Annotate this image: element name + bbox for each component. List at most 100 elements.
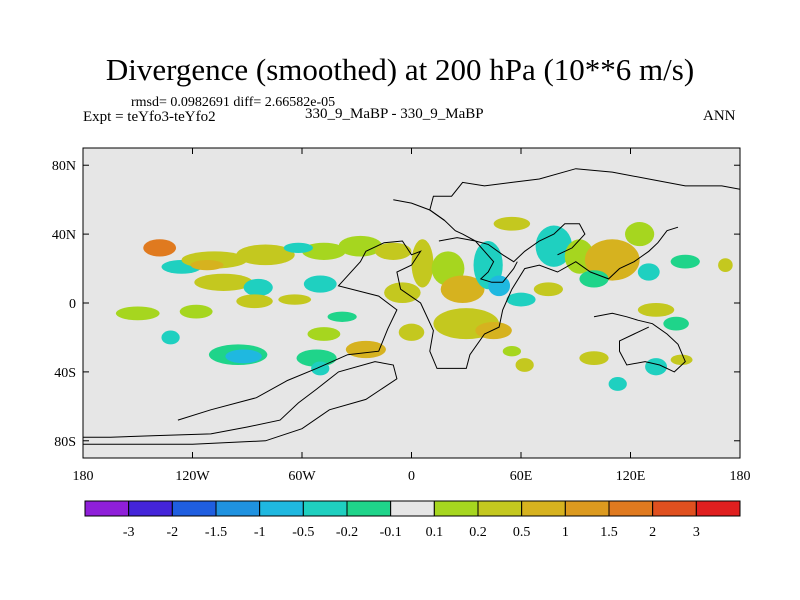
divergence-blob-25 — [411, 239, 434, 288]
divergence-blob-19 — [225, 349, 262, 364]
divergence-blob-44 — [718, 258, 733, 272]
divergence-blob-40 — [625, 222, 655, 247]
coastline-2 — [429, 168, 740, 221]
coastline-3 — [393, 199, 586, 263]
divergence-blob-41 — [637, 263, 660, 281]
divergence-blob-12 — [236, 294, 273, 309]
colorbar-label-10: 1 — [562, 525, 569, 540]
divergence-blob-22 — [307, 327, 341, 341]
divergence-blob-42 — [670, 254, 700, 269]
divergence-blob-9 — [194, 273, 253, 291]
colorbar-swatch-4 — [259, 500, 304, 517]
divergence-blob-47 — [579, 351, 609, 365]
colorbar-label-11: 1.5 — [600, 525, 618, 540]
y-axis: 80N 40N 0 40S 80S — [52, 159, 740, 450]
divergence-blob-5 — [302, 242, 346, 260]
colorbar-label-5: -0.2 — [336, 525, 358, 540]
colorbar-swatch-12 — [608, 500, 654, 517]
colorbar: -3 -2 -1.5 -1 -0.5 -0.2 -0.1 0.1 0.2 0.5 1 1.5 2 3 — [84, 500, 741, 540]
coastline-4 — [438, 237, 518, 283]
y-tick-label-2: 0 — [69, 297, 76, 312]
colorbar-swatch-0 — [84, 500, 130, 517]
divergence-blob-11 — [303, 275, 337, 293]
divergence-blob-13 — [278, 294, 312, 305]
x-tick-label-5: 120E — [616, 469, 646, 484]
x-tick-label-1: 120W — [175, 469, 210, 484]
colorbar-label-1: -2 — [166, 525, 178, 540]
case-label: 330_9_MaBP - 330_9_MaBP — [305, 106, 484, 122]
y-tick-label-1: 40N — [52, 228, 76, 243]
x-tick-label-4: 60E — [510, 469, 533, 484]
divergence-blob-50 — [502, 346, 521, 357]
colorbar-swatch-13 — [652, 500, 697, 517]
divergence-blob-33 — [506, 292, 536, 307]
colorbar-swatch-11 — [564, 500, 610, 517]
divergence-blob-16 — [179, 304, 213, 319]
colorbar-label-4: -0.5 — [292, 525, 314, 540]
divergence-blob-28 — [398, 323, 425, 341]
divergence-blob-34 — [533, 282, 563, 297]
colorbar-swatch-9 — [477, 500, 523, 517]
coastline-1 — [177, 226, 679, 421]
colorbar-label-8: 0.2 — [469, 525, 487, 540]
divergence-blob-35 — [493, 216, 531, 231]
season-label: ANN — [703, 108, 736, 124]
colorbar-swatch-8 — [433, 500, 479, 517]
plot-background — [83, 148, 740, 458]
divergence-blob-20 — [296, 349, 337, 367]
divergence-blob-14 — [327, 311, 357, 322]
coastlines — [83, 168, 740, 445]
divergence-blob-27 — [440, 275, 485, 303]
colorbar-label-13: 3 — [693, 525, 700, 540]
divergence-blob-38 — [584, 239, 640, 281]
experiment-label: Expt = teYfo3-teYfo2 — [83, 109, 216, 125]
colorbar-swatch-6 — [346, 500, 392, 517]
colorbar-label-6: -0.1 — [380, 525, 402, 540]
colorbar-label-12: 2 — [649, 525, 656, 540]
colorbar-label-9: 0.5 — [513, 525, 531, 540]
divergence-blob-10 — [243, 278, 273, 297]
divergence-blob-6 — [283, 242, 313, 254]
divergence-blob-48 — [608, 377, 627, 391]
x-tick-label-0: 180 — [73, 469, 94, 484]
divergence-blob-0 — [143, 239, 177, 257]
divergence-blob-8 — [375, 242, 412, 260]
x-tick-label-3: 0 — [408, 469, 415, 484]
divergence-blob-49 — [515, 358, 534, 372]
chart-title: Divergence (smoothed) at 200 hPa (10**6 … — [105, 52, 695, 87]
divergence-blob-39 — [579, 270, 609, 288]
divergence-field — [115, 216, 733, 391]
divergence-blob-17 — [161, 330, 180, 345]
colorbar-label-0: -3 — [123, 525, 135, 540]
x-tick-label-2: 60W — [288, 469, 316, 484]
colorbar-swatch-14 — [695, 500, 741, 517]
colorbar-swatch-10 — [521, 500, 566, 517]
y-tick-label-4: 80S — [54, 435, 76, 450]
x-tick-label-6: 180 — [730, 469, 751, 484]
divergence-blob-45 — [663, 316, 689, 331]
colorbar-swatch-1 — [128, 500, 173, 517]
y-tick-label-0: 80N — [52, 159, 76, 174]
divergence-blob-51 — [670, 354, 693, 366]
colorbar-label-3: -1 — [254, 525, 266, 540]
coastline-0 — [83, 361, 398, 445]
colorbar-swatch-2 — [171, 500, 217, 517]
divergence-blob-32 — [488, 275, 511, 297]
x-axis: 180 120W 60W 0 60E 120E 180 — [73, 148, 751, 484]
coastline-5 — [593, 312, 686, 373]
divergence-blob-15 — [115, 306, 160, 321]
colorbar-label-7: 0.1 — [426, 525, 444, 540]
stats-line: rmsd= 0.0982691 diff= 2.66582e-05 — [131, 95, 336, 110]
divergence-blob-4 — [236, 244, 295, 266]
colorbar-label-2: -1.5 — [205, 525, 227, 540]
colorbar-swatch-5 — [302, 500, 348, 517]
divergence-blob-36 — [535, 225, 573, 267]
divergence-blob-43 — [637, 303, 675, 317]
y-tick-label-3: 40S — [54, 366, 76, 381]
divergence-blob-24 — [384, 282, 421, 303]
divergence-blob-3 — [190, 259, 224, 271]
colorbar-swatch-7 — [390, 500, 435, 517]
colorbar-swatch-3 — [215, 500, 261, 517]
divergence-blob-7 — [338, 235, 383, 257]
